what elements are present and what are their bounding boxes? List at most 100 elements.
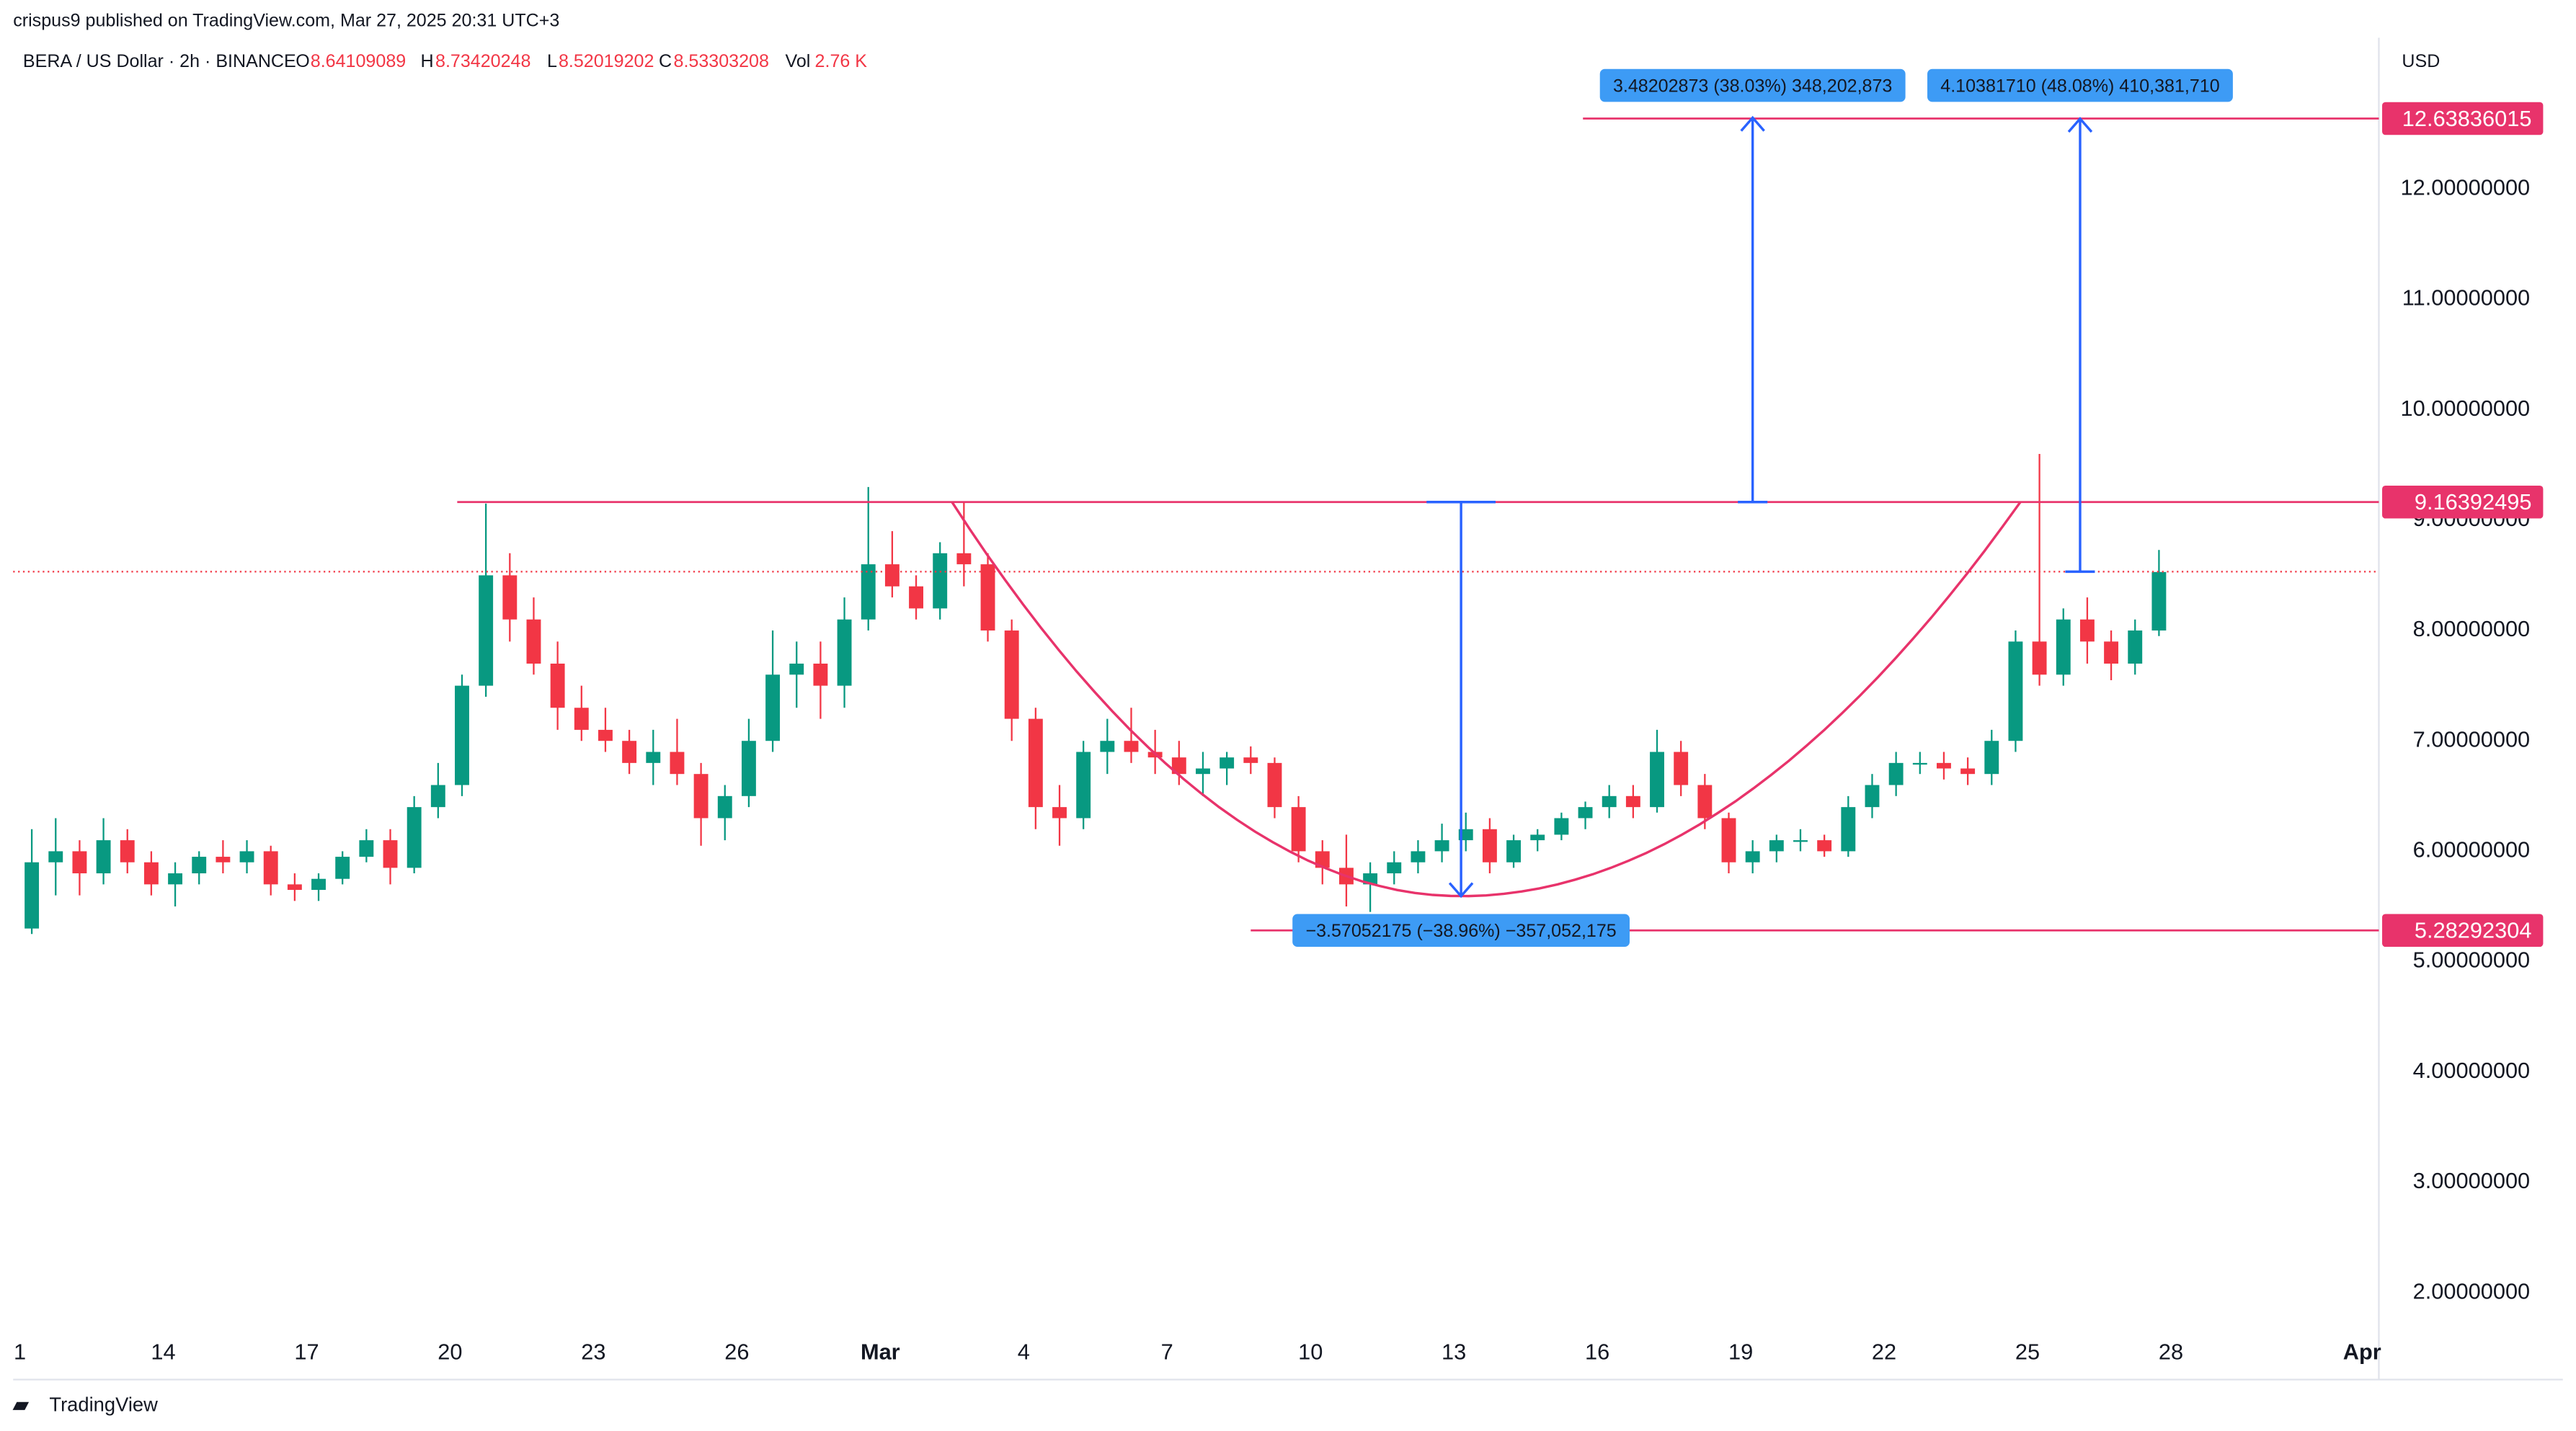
measure-label-text: −3.57052175 (−38.96%) −357,052,175 bbox=[1305, 921, 1616, 941]
o-value: 8.64109089 bbox=[311, 51, 406, 71]
candle-body bbox=[1674, 752, 1689, 785]
x-tick-label: 1 bbox=[14, 1339, 26, 1364]
candle-body bbox=[216, 857, 231, 862]
level-label-box bbox=[2382, 914, 2544, 948]
candle-body bbox=[96, 840, 111, 874]
candle-body bbox=[455, 685, 469, 785]
candle-body bbox=[383, 840, 398, 868]
o-label: O bbox=[296, 51, 310, 71]
measure-label-text: 4.10381710 (48.08%) 410,381,710 bbox=[1940, 76, 2219, 96]
x-tick-label: 25 bbox=[2015, 1339, 2040, 1364]
l-label: L bbox=[547, 51, 557, 71]
y-tick-label: 6.00000000 bbox=[2413, 837, 2531, 862]
candle-body bbox=[765, 674, 781, 741]
candle-body bbox=[717, 795, 732, 819]
candle-body bbox=[1004, 630, 1019, 719]
candle-body bbox=[813, 663, 828, 686]
y-tick-label: 10.00000000 bbox=[2401, 396, 2531, 421]
measure-label-text: 3.48202873 (38.03%) 348,202,873 bbox=[1613, 76, 1892, 96]
symbol: BERA / US Dollar · 2h · BINANCE bbox=[23, 51, 296, 71]
candle-body bbox=[622, 741, 637, 763]
l-value: 8.52019202 bbox=[559, 51, 654, 71]
candle-body bbox=[479, 575, 494, 686]
x-tick-label: 16 bbox=[1585, 1339, 1609, 1364]
c-value: 8.53303208 bbox=[674, 51, 769, 71]
candle-body bbox=[1602, 795, 1617, 808]
candle-body bbox=[1052, 807, 1067, 819]
candle-body bbox=[1817, 840, 1832, 852]
x-tick-label: 14 bbox=[151, 1339, 175, 1364]
candle-body bbox=[1387, 862, 1402, 874]
level-label-box bbox=[2382, 485, 2544, 519]
candle-body bbox=[359, 840, 374, 857]
candle-body bbox=[1124, 741, 1139, 752]
candle-body bbox=[1960, 768, 1976, 775]
candle-body bbox=[933, 553, 948, 609]
candle-body bbox=[2104, 641, 2119, 664]
x-tick-label: 28 bbox=[2159, 1339, 2183, 1364]
level-label: 12.63836015 bbox=[2402, 106, 2532, 131]
brand: TradingView bbox=[49, 1393, 158, 1415]
candle-body bbox=[741, 741, 756, 796]
candle-body bbox=[789, 663, 804, 675]
candle-body bbox=[1912, 762, 1927, 765]
arrow-head bbox=[2067, 117, 2093, 133]
y-tick-label: 11.00000000 bbox=[2402, 285, 2530, 311]
candle-body bbox=[1028, 718, 1043, 808]
x-tick-label: Mar bbox=[861, 1339, 900, 1364]
candle-body bbox=[2056, 619, 2071, 675]
candle-body bbox=[1530, 834, 1545, 841]
x-tick-label: 20 bbox=[438, 1339, 462, 1364]
y-tick-label: 7.00000000 bbox=[2413, 726, 2531, 752]
candle-body bbox=[837, 619, 852, 686]
candle-body bbox=[1721, 818, 1736, 862]
arrow-head bbox=[1448, 882, 1474, 899]
y-tick-label: 4.00000000 bbox=[2413, 1058, 2531, 1083]
candle-body bbox=[1267, 762, 1282, 808]
candle-body bbox=[1984, 741, 1999, 775]
candle-body bbox=[2032, 641, 2047, 675]
candle-body bbox=[1171, 757, 1186, 775]
candle-body bbox=[120, 840, 135, 862]
candle-body bbox=[72, 851, 87, 874]
level-label-box bbox=[2382, 102, 2544, 135]
candle-body bbox=[430, 785, 445, 808]
candle-body bbox=[1100, 741, 1115, 752]
candle-body bbox=[909, 586, 923, 609]
x-tick-label: 17 bbox=[294, 1339, 319, 1364]
measure-label: −3.57052175 (−38.96%) −357,052,175 bbox=[1292, 914, 1630, 948]
cup-curve bbox=[951, 501, 2022, 898]
candle-body bbox=[598, 729, 613, 741]
candle-body bbox=[646, 752, 661, 763]
candle-body bbox=[1315, 851, 1330, 868]
candle-body bbox=[1769, 840, 1784, 852]
measure-label: 3.48202873 (38.03%) 348,202,873 bbox=[1599, 68, 1906, 102]
candle-body bbox=[693, 774, 709, 819]
candle-body bbox=[335, 857, 350, 879]
candle-body bbox=[2128, 630, 2143, 664]
candle-body bbox=[1937, 762, 1951, 769]
candle-body bbox=[956, 553, 972, 565]
candle-body bbox=[1578, 807, 1593, 819]
measure-label-box bbox=[1292, 914, 1630, 948]
candle-body bbox=[2079, 619, 2095, 642]
candle-body bbox=[1506, 840, 1522, 862]
candle-body bbox=[168, 873, 183, 885]
x-tick-label: 23 bbox=[581, 1339, 605, 1364]
candle-body bbox=[1745, 851, 1760, 862]
candle-body bbox=[884, 564, 900, 587]
x-tick-label: 10 bbox=[1298, 1339, 1323, 1364]
candle-body bbox=[1243, 757, 1258, 763]
measure-label-box bbox=[1599, 68, 1906, 102]
candle-body bbox=[1291, 807, 1306, 852]
candle-body bbox=[574, 708, 589, 730]
candle-body bbox=[239, 851, 254, 862]
x-tick-label: 4 bbox=[1018, 1339, 1030, 1364]
c-label: C bbox=[659, 51, 672, 71]
measure-label: 4.10381710 (48.08%) 410,381,710 bbox=[1927, 68, 2233, 102]
candle-body bbox=[1196, 768, 1210, 775]
y-tick-label: 12.00000000 bbox=[2401, 174, 2531, 200]
measure-label-box bbox=[1927, 68, 2233, 102]
